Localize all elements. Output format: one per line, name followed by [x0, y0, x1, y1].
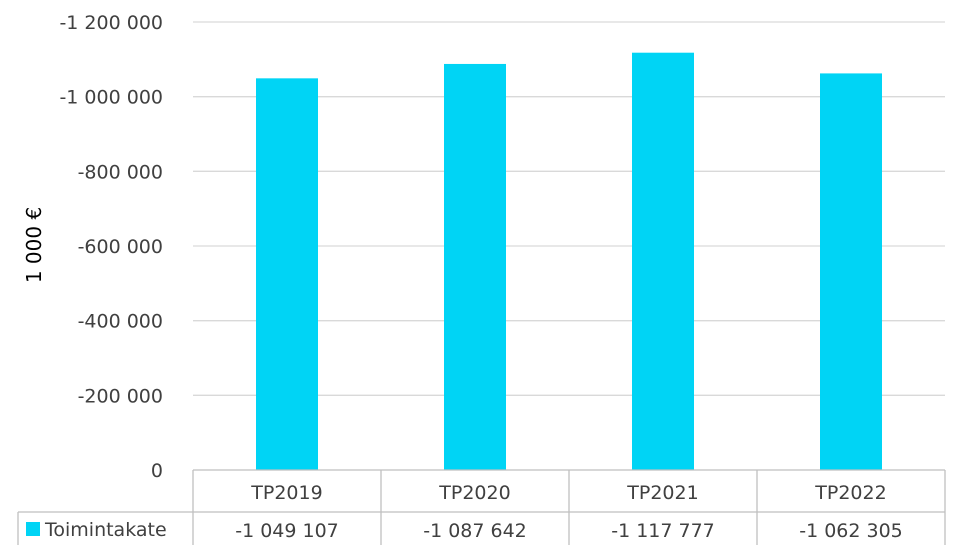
- x-category-label: TP2019: [250, 482, 322, 504]
- data-label: -1 049 107: [235, 520, 339, 542]
- x-category-label: TP2020: [438, 482, 510, 504]
- y-tick-label: -200 000: [78, 385, 163, 407]
- y-tick-label: 0: [151, 460, 163, 482]
- bars: [256, 52, 882, 471]
- bar-tp2019: [256, 78, 318, 471]
- y-axis-tick-labels: 0 -200 000 -400 000 -600 000 -800 000 -1 000 …: [59, 12, 163, 482]
- y-tick-label: -1 000 000: [59, 87, 163, 109]
- y-tick-label: -800 000: [78, 161, 163, 183]
- legend-key: [26, 522, 40, 536]
- data-label: -1 062 305: [799, 520, 903, 542]
- legend-label: Toimintakate: [44, 519, 167, 541]
- y-axis-title: 1 000 €: [22, 207, 46, 283]
- data-table: TP2019 TP2020 TP2021 TP2022 Toimintakate -1 0…: [17, 469, 946, 545]
- x-category-label: TP2021: [626, 482, 698, 504]
- y-tick-label: -400 000: [78, 311, 163, 333]
- bar-tp2022: [820, 73, 882, 471]
- y-tick-label: -600 000: [78, 236, 163, 258]
- x-category-label: TP2022: [814, 482, 886, 504]
- bar-tp2021: [632, 52, 694, 470]
- gridlines: [193, 21, 945, 396]
- data-label: -1 087 642: [423, 520, 527, 542]
- bar-tp2020: [444, 63, 506, 470]
- data-label: -1 117 777: [611, 520, 715, 542]
- y-tick-label: -1 200 000: [59, 12, 163, 34]
